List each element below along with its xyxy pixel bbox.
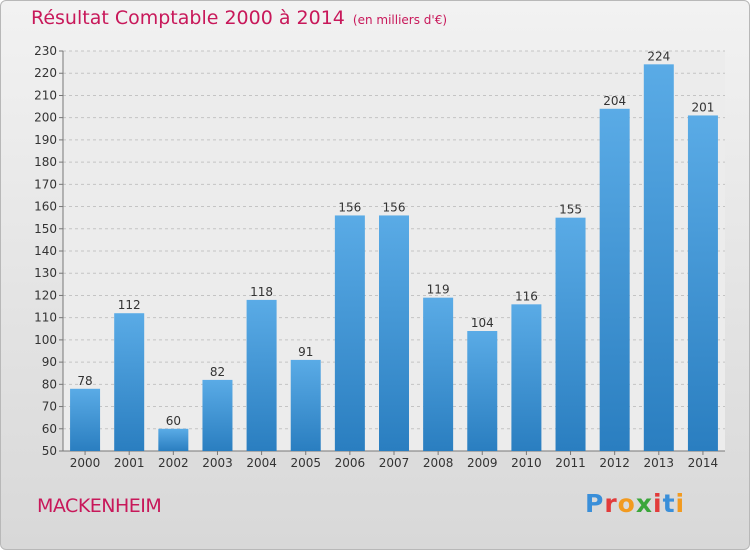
bar-2002 — [158, 428, 189, 451]
x-tick-label: 2000 — [70, 456, 101, 470]
brand-letter: o — [617, 489, 636, 518]
bar-2014 — [687, 115, 718, 451]
data-label: 112 — [118, 298, 141, 312]
brand-letter: i — [675, 489, 686, 518]
x-tick-label: 2001 — [114, 456, 145, 470]
data-label: 60 — [166, 414, 181, 428]
x-tick-label: 2012 — [599, 456, 630, 470]
data-label: 104 — [471, 316, 494, 330]
brand-logo: Proxiti — [585, 489, 685, 518]
y-tick-label: 120 — [34, 288, 57, 302]
data-label: 119 — [427, 283, 450, 297]
y-tick-label: 90 — [42, 355, 57, 369]
brand-letter: x — [635, 489, 653, 518]
data-label: 204 — [603, 94, 626, 108]
data-label: 82 — [210, 365, 225, 379]
y-tick-label: 220 — [34, 66, 57, 80]
place-name: MACKENHEIM — [37, 495, 162, 517]
bar-2012 — [599, 108, 630, 452]
x-tick-label: 2004 — [246, 456, 277, 470]
bar-chart: 50 60 70 80 90 100 110 120 130 140 150 160 170 180 190… — [34, 44, 725, 470]
x-tick-label: 2003 — [202, 456, 233, 470]
y-tick-label: 80 — [42, 377, 57, 391]
brand-letter: r — [604, 489, 618, 518]
y-tick-label: 160 — [34, 200, 57, 214]
chart-subtitle: (en milliers d'€) — [352, 13, 448, 27]
y-tick-label: 110 — [34, 311, 57, 325]
bar-2007 — [379, 215, 409, 451]
bar-2013 — [643, 64, 674, 452]
y-tick-label: 150 — [34, 222, 57, 236]
bar-2000 — [70, 388, 101, 451]
y-tick-label: 170 — [34, 177, 57, 191]
x-tick-label: 2008 — [423, 456, 454, 470]
bar-2008 — [423, 297, 454, 451]
bar-2010 — [511, 304, 542, 451]
y-tick-label: 140 — [34, 244, 57, 258]
x-tick-label: 2005 — [290, 456, 321, 470]
y-tick-label: 210 — [34, 88, 57, 102]
data-label: 91 — [298, 345, 313, 359]
bar-2005 — [290, 359, 321, 451]
y-tick-label: 70 — [42, 400, 57, 414]
brand-letter: P — [585, 489, 605, 518]
data-label: 155 — [559, 203, 582, 217]
y-tick-label: 190 — [34, 133, 57, 147]
bar-2004 — [246, 299, 277, 451]
y-tick-label: 50 — [42, 444, 57, 458]
bar-2009 — [467, 331, 498, 451]
y-tick-label: 180 — [34, 155, 57, 169]
data-label: 78 — [77, 374, 92, 388]
y-tick-label: 100 — [34, 333, 57, 347]
y-tick-label: 230 — [34, 44, 57, 58]
y-tick-label: 130 — [34, 266, 57, 280]
bar-2006 — [334, 215, 365, 451]
x-tick-label: 2013 — [644, 456, 675, 470]
x-tick-label: 2007 — [379, 456, 410, 470]
data-label: 156 — [383, 200, 406, 214]
x-tick-label: 2010 — [511, 456, 542, 470]
x-tick-label: 2014 — [688, 456, 719, 470]
bar-2011 — [555, 217, 586, 451]
chart-title: Résultat Comptable 2000 à 2014 (en millie… — [31, 7, 447, 29]
bar-2003 — [202, 379, 233, 451]
data-label: 156 — [338, 200, 361, 214]
bar-2001 — [114, 313, 145, 451]
data-label: 118 — [250, 285, 273, 299]
x-tick-label: 2006 — [335, 456, 366, 470]
brand-letter: i — [653, 489, 663, 518]
brand-letter: t — [662, 489, 676, 518]
x-tick-label: 2002 — [158, 456, 189, 470]
data-label: 224 — [647, 49, 670, 63]
y-tick-label: 200 — [34, 111, 57, 125]
data-label: 116 — [515, 289, 538, 303]
y-tick-label: 60 — [42, 422, 57, 436]
data-label: 201 — [691, 100, 714, 114]
x-tick-label: 2009 — [467, 456, 498, 470]
x-tick-label: 2011 — [555, 456, 586, 470]
chart-title-text: Résultat Comptable 2000 à 2014 — [31, 7, 345, 29]
